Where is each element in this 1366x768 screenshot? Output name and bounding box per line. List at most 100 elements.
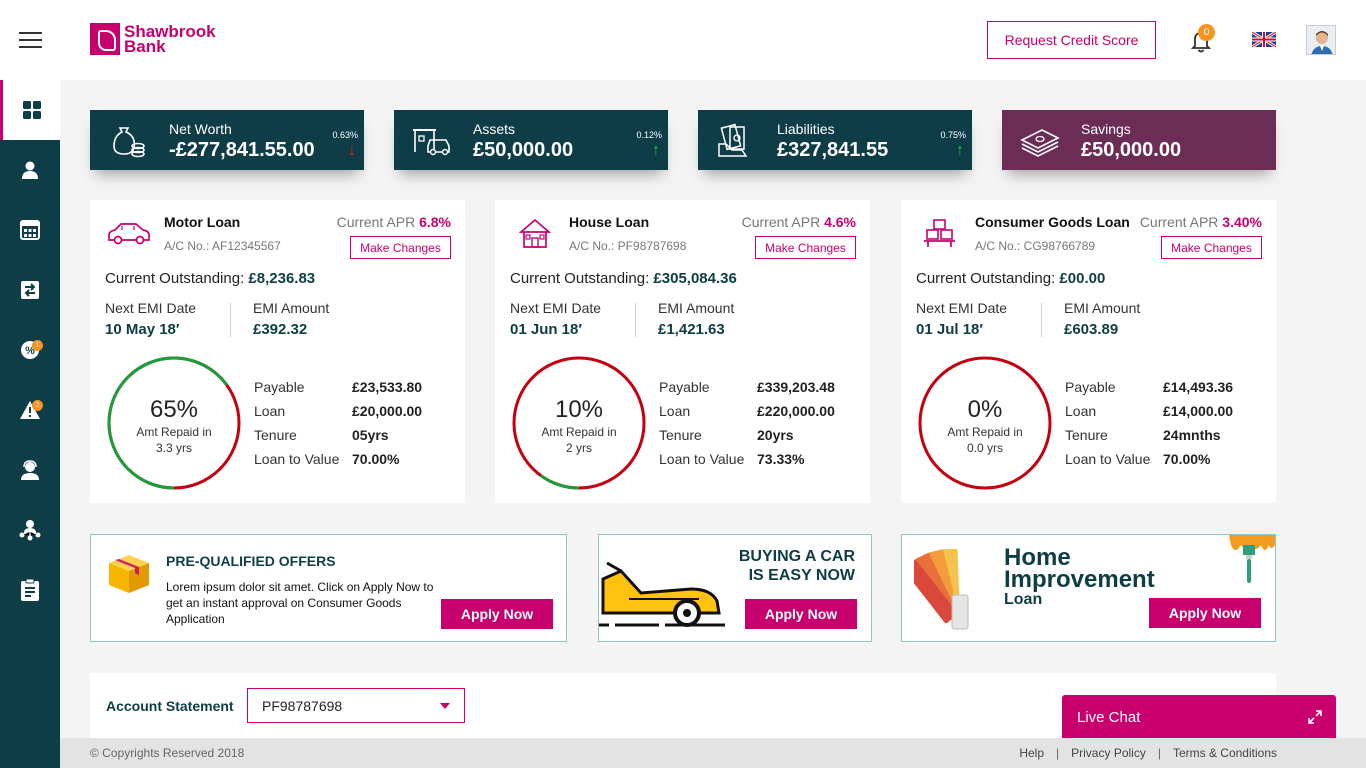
network-icon [19, 520, 41, 541]
emi-date-value: 10 May 18′ [105, 321, 180, 338]
repaid-gauge [512, 356, 646, 490]
apply-now-home-button[interactable]: Apply Now [1149, 598, 1261, 628]
arrow-down-icon: ↓ [348, 142, 356, 159]
uk-flag-icon[interactable] [1252, 32, 1276, 47]
alert-icon [20, 401, 40, 419]
caret-down-icon [440, 703, 450, 709]
emi-amount-value: £603.89 [1064, 321, 1119, 338]
avatar[interactable] [1306, 25, 1336, 55]
top-bar: Shawbrook Bank Request Credit Score 0 [0, 0, 1366, 80]
alerts-badge: 2 [32, 400, 43, 411]
emi-date-value: 01 Jul 18′ [916, 321, 983, 338]
savings-card[interactable]: Savings £50,000.00 [1002, 110, 1276, 170]
tenure-value: 20yrs [757, 427, 794, 443]
sidebar-item-support[interactable] [0, 440, 60, 500]
sports-car-icon [599, 561, 725, 627]
emi-date-label: Next EMI Date [916, 300, 1008, 316]
sidebar-item-calculator[interactable] [0, 200, 60, 260]
avatar-icon [1307, 26, 1335, 54]
sidebar-item-transfers[interactable] [0, 260, 60, 320]
repaid-percent: 65% [149, 396, 199, 423]
assets-card[interactable]: Assets £50,000.00 0.12% ↑ [394, 110, 668, 170]
sidebar-item-network[interactable] [0, 500, 60, 560]
logo-line2: Bank [124, 37, 166, 56]
calculator-icon [20, 220, 40, 240]
sidebar-item-dashboard[interactable] [0, 80, 60, 140]
boxes-icon [924, 219, 955, 247]
menu-icon[interactable] [19, 32, 42, 48]
make-changes-button[interactable]: Make Changes [350, 236, 451, 259]
outstanding-value: £8,236.83 [248, 270, 316, 287]
live-chat-button[interactable]: Live Chat [1062, 695, 1336, 738]
tenure-label: Tenure [659, 427, 702, 443]
terms-link[interactable]: Terms & Conditions [1172, 746, 1277, 760]
house-loan-card: House Loan A/C No.: PF98787698 Current A… [495, 200, 870, 503]
payable-value: £23,533.80 [352, 379, 423, 395]
liabilities-pct: 0.75% [940, 130, 966, 140]
net-worth-value: -£277,841.55.00 [169, 139, 315, 161]
account-select[interactable]: PF98787698 [247, 688, 465, 723]
help-link[interactable]: Help [1019, 746, 1045, 760]
emi-amount-label: EMI Amount [253, 300, 330, 316]
ltv-label: Loan to Value [659, 451, 745, 467]
loan-title: House Loan [569, 214, 650, 230]
color-swatches-icon [914, 548, 969, 630]
consumer-goods-loan-card: Consumer Goods Loan A/C No.: CG98766789 … [901, 200, 1276, 503]
sidebar-item-offers[interactable]: % [0, 320, 60, 380]
make-changes-button[interactable]: Make Changes [1161, 236, 1262, 259]
repaid-label: Amt Repaid in [541, 425, 617, 439]
account-statement-label: Account Statement [106, 698, 234, 714]
logo[interactable]: Shawbrook Bank [90, 23, 216, 55]
transfer-icon [21, 281, 39, 299]
outstanding: Current Outstanding: £8,236.83 [105, 270, 315, 287]
apply-now-car-button[interactable]: Apply Now [745, 599, 857, 629]
sidebar-item-profile[interactable] [0, 140, 60, 200]
emi-amount-label: EMI Amount [658, 300, 735, 316]
dashboard-icon [22, 101, 41, 119]
loan-title: Consumer Goods Loan [975, 214, 1130, 230]
apr: Current APR 4.6% [742, 214, 856, 230]
ltv-value: 70.00% [1163, 451, 1211, 467]
tenure-value: 24mnths [1163, 427, 1221, 443]
repaid-years: 2 yrs [565, 441, 592, 455]
car-promo-line1: BUYING A CAR [738, 548, 855, 565]
separator: | [1157, 746, 1161, 760]
make-changes-button[interactable]: Make Changes [755, 236, 856, 259]
home-promo-line1: Home [1004, 544, 1071, 571]
emi-date-value: 01 Jun 18′ [510, 321, 582, 338]
repaid-label: Amt Repaid in [947, 425, 1023, 439]
assets-label: Assets [473, 121, 516, 137]
emi-amount-value: £392.32 [253, 321, 308, 338]
net-worth-card[interactable]: Net Worth -£277,841.55.00 0.63% ↓ [90, 110, 364, 170]
privacy-policy-link[interactable]: Privacy Policy [1071, 746, 1146, 760]
payable-label: Payable [659, 379, 710, 395]
notification-badge: 0 [1198, 24, 1215, 41]
svg-text:%: % [25, 345, 35, 357]
request-credit-score-button[interactable]: Request Credit Score [987, 21, 1156, 59]
outstanding-value: £00.00 [1059, 270, 1106, 287]
apply-now-offers-button[interactable]: Apply Now [441, 599, 553, 629]
repaid-percent: 10% [554, 396, 604, 423]
sidebar-item-reports[interactable] [0, 560, 60, 620]
gauge-repaid-arc [107, 356, 241, 490]
loan-label: Loan [1065, 403, 1097, 419]
apr-value: 6.8% [419, 214, 451, 230]
liabilities-card[interactable]: Liabilities £327,841.55 0.75% ↑ [698, 110, 972, 170]
emi-amount-label: EMI Amount [1064, 300, 1141, 316]
account-number: A/C No.: CG98766789 [975, 239, 1096, 253]
apr: Current APR 6.8% [337, 214, 451, 230]
outstanding: Current Outstanding: £00.00 [916, 270, 1105, 287]
tenure-value: 05yrs [352, 427, 389, 443]
house-icon [518, 218, 552, 248]
tenure-label: Tenure [1065, 427, 1108, 443]
expand-icon[interactable] [1308, 710, 1322, 724]
offers-title: PRE-QUALIFIED OFFERS [166, 553, 336, 569]
apr-label: Current APR [1139, 214, 1219, 230]
money-bag-icon [113, 127, 145, 158]
divider [1041, 303, 1042, 337]
repaid-years: 3.3 yrs [155, 441, 192, 455]
house-car-icon [413, 129, 450, 156]
emi-date-label: Next EMI Date [510, 300, 602, 316]
sidebar-item-alerts[interactable] [0, 380, 60, 440]
emi-date-label: Next EMI Date [105, 300, 197, 316]
